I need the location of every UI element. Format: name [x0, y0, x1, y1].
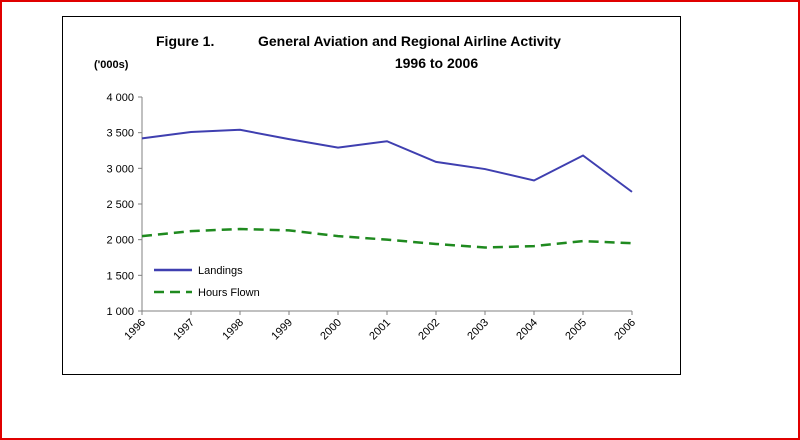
x-tick-label: 1997 [171, 317, 197, 343]
chart-title: General Aviation and Regional Airline Ac… [258, 33, 561, 49]
y-tick-label: 3 000 [106, 163, 134, 175]
legend-label: Landings [198, 265, 243, 277]
series-line-landings [141, 128, 633, 193]
y-axis-unit-label: ('000s) [94, 59, 129, 71]
y-tick-label: 4 000 [106, 92, 134, 104]
y-tick-label: 2 500 [106, 199, 134, 211]
series-line-hours-flown [141, 227, 633, 249]
x-tick-label: 1999 [269, 317, 295, 343]
x-tick-label: 2004 [514, 317, 540, 343]
y-tick-label: 2 000 [106, 235, 134, 247]
y-tick-label: 1 000 [106, 306, 134, 318]
x-tick-label: 2005 [563, 317, 589, 343]
figure-label: Figure 1. [156, 33, 215, 49]
x-tick-label: 1996 [122, 317, 148, 343]
x-tick-label: 2001 [367, 317, 393, 343]
chart-panel: Figure 1. General Aviation and Regional … [62, 16, 681, 375]
x-tick-label: 2003 [465, 317, 491, 343]
y-tick-label: 1 500 [106, 270, 134, 282]
chart-subtitle: 1996 to 2006 [394, 55, 479, 71]
legend-label: Hours Flown [198, 287, 260, 299]
line-chart: 1 000 1 500 2 000 2 500 3 000 3 500 4 000 1996 1… [106, 92, 638, 343]
x-tick-label: 2002 [416, 317, 442, 343]
x-tick-label: 2000 [318, 317, 344, 343]
x-tick-label: 2006 [612, 317, 638, 343]
x-tick-label: 1998 [220, 317, 246, 343]
y-tick-label: 3 500 [106, 128, 134, 140]
